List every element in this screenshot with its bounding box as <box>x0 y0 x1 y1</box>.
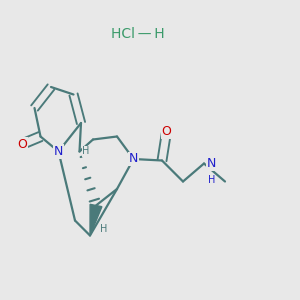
Text: H: H <box>82 146 89 157</box>
Polygon shape <box>90 204 102 236</box>
Text: H: H <box>208 175 215 185</box>
Text: N: N <box>206 157 216 170</box>
Text: O: O <box>162 125 171 139</box>
Text: H: H <box>100 224 107 235</box>
Text: O: O <box>18 137 27 151</box>
Text: HCl — H: HCl — H <box>111 28 165 41</box>
Text: N: N <box>129 152 138 166</box>
Text: N: N <box>54 145 63 158</box>
